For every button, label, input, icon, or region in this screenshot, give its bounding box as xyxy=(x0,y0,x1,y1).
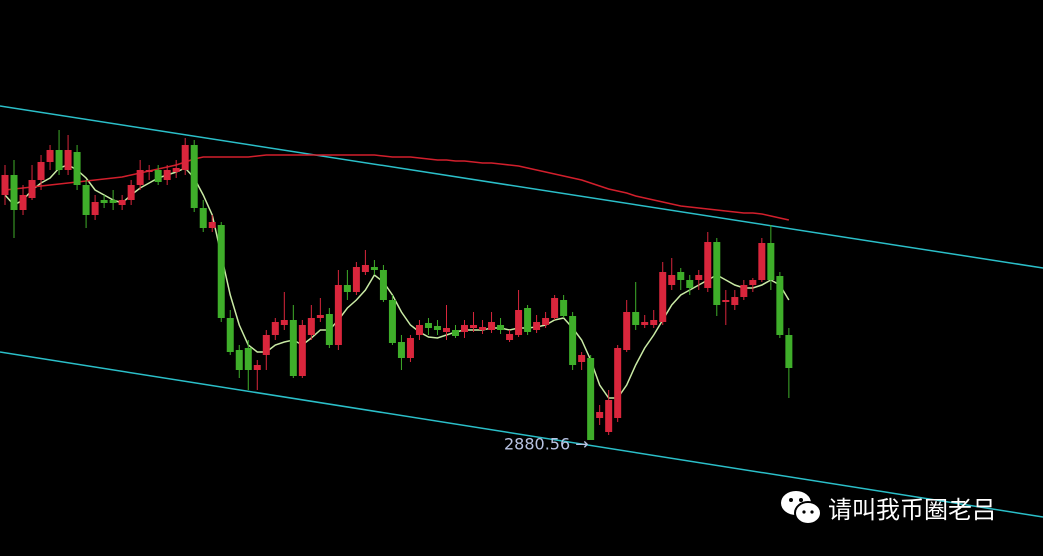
candle-body xyxy=(749,280,757,285)
candle-body xyxy=(316,315,324,318)
candle-body xyxy=(722,300,730,302)
candle-body xyxy=(524,308,532,332)
candle-body xyxy=(776,276,784,335)
candle-body xyxy=(226,318,234,352)
candle-body xyxy=(163,170,171,180)
candle-body xyxy=(181,145,189,170)
candle-body xyxy=(253,365,261,370)
candle-body xyxy=(289,320,297,376)
candle-body xyxy=(325,314,333,345)
candle-body xyxy=(632,312,640,325)
candle-body xyxy=(578,355,586,362)
candle-body xyxy=(307,318,315,335)
candle-body xyxy=(271,322,279,335)
candle-body xyxy=(145,170,153,172)
candle-body xyxy=(397,342,405,358)
candle-body xyxy=(10,175,18,210)
candle-body xyxy=(677,272,685,280)
candle-body xyxy=(686,280,694,288)
candle-body xyxy=(172,168,180,172)
candle-body xyxy=(406,338,414,358)
candle-body xyxy=(704,242,712,288)
candle-body xyxy=(551,298,559,318)
candle-body xyxy=(758,243,766,280)
plot xyxy=(1,130,793,440)
candle-body xyxy=(100,200,108,203)
candle-body xyxy=(127,185,135,200)
candle-body xyxy=(343,285,351,292)
candle-body xyxy=(46,150,54,162)
candle-body xyxy=(361,265,369,272)
candle-body xyxy=(388,300,396,343)
candle-body xyxy=(370,267,378,270)
candle-body xyxy=(515,310,523,335)
candle-body xyxy=(190,145,198,208)
candle-body xyxy=(244,348,252,370)
candle-body xyxy=(55,150,63,170)
candle-body xyxy=(208,222,216,228)
watermark: 请叫我币圈老吕 xyxy=(828,496,996,524)
candle-body xyxy=(497,325,505,330)
candle-body xyxy=(560,300,568,316)
candle-body xyxy=(695,275,703,280)
candle-body xyxy=(109,200,117,203)
candle-body xyxy=(433,326,441,330)
candle-body xyxy=(452,330,459,336)
candle-body xyxy=(596,412,604,418)
candle-body xyxy=(740,285,748,297)
candle-body xyxy=(154,170,162,182)
candle-body xyxy=(262,335,270,355)
channel-line xyxy=(0,105,1043,269)
candle-body xyxy=(37,162,45,180)
candle-body xyxy=(650,320,658,325)
candle-body xyxy=(668,275,676,285)
candle-body xyxy=(91,202,99,215)
candle-body xyxy=(767,243,775,280)
candle-body xyxy=(614,348,622,418)
price-annotation: 2880.56 → xyxy=(504,434,589,453)
candle-body xyxy=(298,325,306,376)
candle-body xyxy=(28,180,36,198)
candle-body xyxy=(713,242,721,305)
candle-body xyxy=(533,322,541,330)
candle-body xyxy=(199,208,207,228)
candle-body xyxy=(731,297,739,305)
candle-body xyxy=(73,152,81,185)
candle-body xyxy=(442,328,450,332)
candle-body xyxy=(280,320,288,325)
candle-body xyxy=(659,272,667,322)
candle-body xyxy=(641,322,649,325)
candle-body xyxy=(1,175,9,195)
candle-body xyxy=(424,323,432,328)
candle-body xyxy=(352,267,360,292)
candle-body xyxy=(785,335,793,368)
candle-body xyxy=(479,327,487,330)
candle-body xyxy=(470,325,478,328)
candle-body xyxy=(82,185,90,215)
candle-body xyxy=(235,350,243,370)
candle-body xyxy=(569,316,577,365)
candle-body xyxy=(334,285,342,345)
candle-body xyxy=(488,322,496,330)
candle-body xyxy=(587,358,595,440)
candle-body xyxy=(506,334,514,340)
candle-body xyxy=(623,312,631,350)
moving-average-line xyxy=(4,164,790,399)
moving-average-line xyxy=(4,154,790,221)
candle-body xyxy=(605,400,613,432)
candle-body xyxy=(415,325,423,335)
candle-body xyxy=(118,200,126,205)
candle-body xyxy=(217,225,225,318)
candle-body xyxy=(64,150,72,170)
wechat-icon xyxy=(781,491,822,525)
channel-line xyxy=(0,351,1043,518)
candle-body xyxy=(136,170,144,185)
candle-body xyxy=(379,270,387,300)
candle-body xyxy=(19,195,27,210)
candle-body xyxy=(542,318,550,325)
candle-body xyxy=(461,325,469,332)
